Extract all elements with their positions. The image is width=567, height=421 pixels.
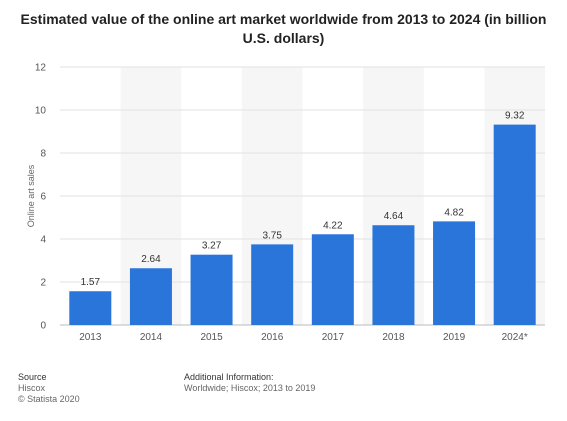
bar xyxy=(129,268,172,325)
y-axis-ticks: 0 2 4 6 8 10 12 xyxy=(35,63,47,332)
y-tick-label: 12 xyxy=(35,63,47,74)
x-tick-label: 2017 xyxy=(322,332,345,343)
bar-value-label: 2.64 xyxy=(141,254,161,265)
bar xyxy=(372,225,415,325)
bar-value-label: 3.75 xyxy=(262,230,282,241)
bar xyxy=(493,124,536,326)
bar-value-label: 9.32 xyxy=(505,111,525,122)
y-tick-label: 8 xyxy=(40,149,46,160)
bar-value-label: 4.64 xyxy=(384,211,404,222)
source-block: Source Hiscox © Statista 2020 xyxy=(18,372,80,405)
x-tick-label: 2018 xyxy=(382,332,405,343)
bar xyxy=(311,234,354,325)
bar-value-label: 4.22 xyxy=(323,220,343,231)
bar-chart: 0 2 4 6 8 10 12 1.57 2.64 3.27 3.75 4.22 4.64 4.82 9.… xyxy=(26,63,545,343)
info-text: Worldwide; Hiscox; 2013 to 2019 xyxy=(184,383,316,393)
source-name: Hiscox xyxy=(18,383,46,393)
bar xyxy=(69,291,112,325)
x-tick-label: 2014 xyxy=(140,332,163,343)
bar xyxy=(433,221,476,325)
y-tick-label: 10 xyxy=(35,106,47,117)
y-axis-label: Online art sales xyxy=(26,164,36,227)
x-tick-label: 2016 xyxy=(261,332,284,343)
source-heading: Source xyxy=(18,372,47,382)
additional-info-block: Additional Information: Worldwide; Hisco… xyxy=(184,372,315,394)
bars xyxy=(69,124,536,326)
info-heading: Additional Information: xyxy=(184,372,274,382)
y-tick-label: 6 xyxy=(40,192,46,203)
copyright: © Statista 2020 xyxy=(18,394,80,404)
y-tick-label: 2 xyxy=(40,278,46,289)
x-tick-label: 2024* xyxy=(502,332,528,343)
x-axis-ticks: 2013 2014 2015 2016 2017 2018 2019 2024* xyxy=(79,332,528,343)
x-tick-label: 2019 xyxy=(443,332,466,343)
chart-title: Estimated value of the online art market… xyxy=(20,11,547,46)
bar xyxy=(251,244,294,325)
y-tick-label: 4 xyxy=(40,235,46,246)
x-tick-label: 2013 xyxy=(79,332,102,343)
bar-value-label: 3.27 xyxy=(202,241,222,252)
bar-value-label: 4.82 xyxy=(444,207,464,218)
bar xyxy=(190,254,233,325)
bar-value-label: 1.57 xyxy=(81,277,101,288)
y-tick-label: 0 xyxy=(40,321,46,332)
x-tick-label: 2015 xyxy=(200,332,223,343)
value-labels: 1.57 2.64 3.27 3.75 4.22 4.64 4.82 9.32 xyxy=(81,111,525,289)
